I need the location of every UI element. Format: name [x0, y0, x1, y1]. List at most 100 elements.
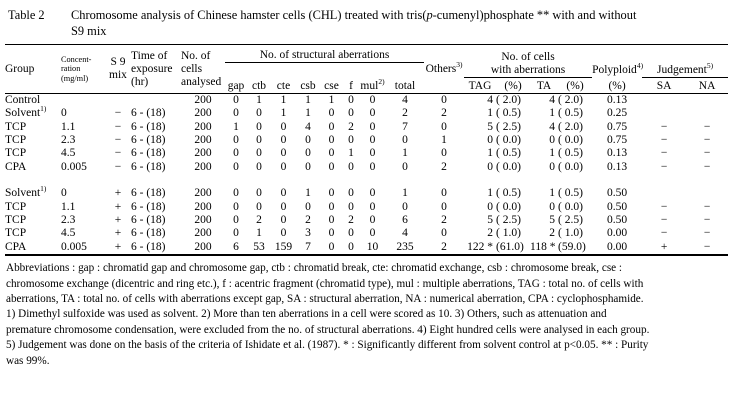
- polyploid-footnote-marker: 4): [636, 61, 644, 71]
- cell-s9: −: [114, 160, 122, 173]
- cell-sa: [642, 187, 686, 200]
- col-header-others: Others3): [424, 44, 465, 94]
- cell-cells: 200: [194, 107, 212, 120]
- cell-polyploid: 0.00: [607, 227, 628, 240]
- cell-csb: 3: [305, 227, 311, 240]
- cell-others: 2: [441, 160, 447, 173]
- cell-s9: −: [114, 133, 122, 146]
- col-header-csb: csb: [296, 77, 320, 94]
- cell-tag-pct: ( 1.0): [496, 227, 521, 240]
- cell-tag: 122 *: [464, 240, 497, 257]
- cell-others: 2: [441, 107, 447, 120]
- cell-s9: +: [114, 200, 122, 213]
- col-header-sa: SA: [642, 77, 687, 94]
- cell-polyploid: 0.13: [607, 147, 628, 160]
- cell-group: CPA: [5, 160, 27, 173]
- table-row: Solvent1) 0 − 6 - (18) 200 0 0 1 1 0 0 0…: [5, 104, 728, 120]
- cell-gap: 0: [233, 200, 239, 213]
- cell-csb: 0: [305, 200, 311, 213]
- cell-ta: 0: [549, 133, 556, 146]
- cell-cells: 200: [194, 227, 212, 240]
- cell-ctb: 0: [256, 200, 262, 213]
- cell-ta: 0: [549, 200, 556, 213]
- cell-time: 6 - (18): [131, 227, 166, 240]
- cell-time: 6 - (18): [131, 147, 166, 160]
- col-header-ta: TA: [530, 77, 559, 94]
- table-row: TCP 2.3 + 6 - (18) 200 0 2 0 2 0 2 0 6 2…: [5, 214, 728, 227]
- col-header-na: NA: [686, 77, 729, 94]
- cell-cells: 200: [194, 160, 212, 173]
- cell-cells: 200: [194, 133, 212, 146]
- spacer-cell: [225, 63, 247, 78]
- cell-ctb: 0: [256, 160, 262, 173]
- cell-tag: 2: [487, 227, 494, 240]
- cell-csb: 2: [305, 214, 311, 226]
- cell-cte: 0: [280, 200, 287, 213]
- cell-gap: 1: [233, 120, 239, 133]
- cell-cte: 159: [271, 240, 296, 257]
- caption-italic-p: p: [426, 8, 433, 22]
- cell-gap: 0: [233, 93, 239, 106]
- cell-time: 6 - (18): [131, 214, 166, 226]
- cell-others: 0: [441, 120, 447, 133]
- cell-f: 0: [348, 227, 354, 240]
- cell-ta: 4: [549, 120, 556, 133]
- cell-s9: +: [114, 227, 122, 240]
- cell-csb: 1: [305, 107, 311, 120]
- col-header-total: total: [386, 77, 425, 94]
- cell-ta: 1: [549, 187, 556, 200]
- cell-ta-pct: ( 0.5): [558, 187, 583, 200]
- cell-na: −: [703, 214, 711, 226]
- cell-tag-pct: ( 2.5): [496, 214, 521, 226]
- cell-time: 6 - (18): [131, 200, 166, 213]
- cell-time: 6 - (18): [131, 160, 166, 173]
- cell-others: 0: [441, 227, 447, 240]
- block-separator-cell: [5, 174, 728, 187]
- cell-time: 6 - (18): [131, 133, 166, 146]
- cell-na: −: [703, 200, 711, 213]
- cell-cte: 1: [280, 93, 287, 106]
- cell-f: 1: [348, 147, 354, 160]
- cell-sa: −: [660, 147, 668, 160]
- cell-tag: 0: [487, 160, 494, 173]
- cell-mul: 0: [369, 93, 376, 106]
- page: Table 2 Chromosome analysis of Chinese h…: [5, 7, 729, 367]
- cell-gap: 0: [233, 227, 239, 240]
- cell-csb: 4: [305, 120, 311, 133]
- cell-tag-pct: ( 2.0): [496, 93, 521, 106]
- cell-sa: −: [660, 120, 668, 133]
- cell-f: 0: [348, 160, 354, 173]
- cell-na: −: [703, 147, 711, 160]
- footnote-line: Abbreviations : gap : chromatid gap and …: [6, 262, 623, 275]
- cell-tag-pct: ( 2.5): [496, 120, 521, 133]
- cell-cells: 200: [194, 187, 212, 200]
- spacer-cell: [359, 63, 386, 78]
- cell-gap: 0: [233, 107, 239, 120]
- table-caption: Chromosome analysis of Chinese hamster c…: [71, 7, 726, 39]
- cell-total: 4: [402, 93, 408, 106]
- cell-group: Solvent1): [5, 104, 47, 120]
- cell-na: −: [703, 160, 711, 173]
- cell-sa: −: [660, 227, 668, 240]
- cell-concentration: 0.005: [61, 160, 87, 173]
- cell-group: Solvent1): [5, 184, 47, 200]
- cell-gap: 0: [233, 160, 239, 173]
- table-row: CPA 0.005 + 6 - (18) 200 6 53 159 7 0 0 …: [5, 240, 729, 257]
- cell-gap: 0: [233, 187, 239, 200]
- table-row: CPA 0.005 − 6 - (18) 200 0 0 0 0 0 0 0 0…: [5, 161, 728, 174]
- cell-sa: +: [642, 240, 687, 257]
- cell-polyploid: 0.50: [607, 200, 628, 213]
- cell-mul: 0: [369, 200, 376, 213]
- cell-mul: 0: [369, 107, 376, 120]
- cell-cse: 0: [328, 187, 335, 200]
- cell-gap: 0: [233, 133, 239, 146]
- cell-cse: 0: [328, 214, 335, 226]
- cell-group: TCP: [5, 227, 27, 240]
- cell-f: 0: [348, 200, 354, 213]
- col-header-mul: mul2): [359, 76, 386, 94]
- cell-csb: 0: [305, 160, 311, 173]
- col-header-structural-aberrations: No. of structural aberrations: [225, 44, 425, 64]
- cell-mul: 0: [369, 133, 376, 146]
- cell-ctb: 0: [256, 120, 262, 133]
- cell-total: 0: [402, 200, 408, 213]
